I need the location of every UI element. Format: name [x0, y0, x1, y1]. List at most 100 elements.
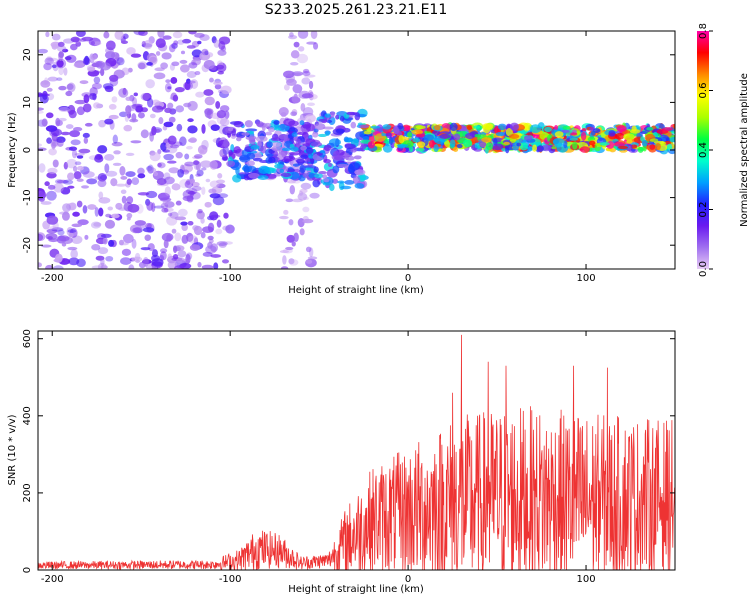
spectrogram-blob: [280, 172, 292, 177]
spectrogram-blob: [97, 145, 108, 154]
spectrogram-blob: [382, 124, 392, 130]
spectrogram-blob: [279, 250, 289, 254]
spectrogram-blob: [292, 84, 303, 94]
spectrogram-blob: [56, 179, 69, 184]
spectrogram-blob: [216, 179, 226, 184]
spectrogram-blob: [290, 61, 299, 66]
spectrogram-blob: [279, 168, 285, 174]
spectrogram-blob: [66, 158, 78, 169]
spectrogram-blob: [353, 155, 362, 160]
spectrogram-blob: [46, 228, 58, 234]
spectrogram-blob: [41, 244, 52, 248]
spectrogram-blob: [114, 31, 124, 40]
spectrogram-blob: [153, 72, 166, 80]
spectrogram-blob: [199, 34, 210, 42]
spectrogram-blob: [109, 74, 119, 82]
spectrogram-blob: [319, 149, 326, 154]
spectrogram-blob: [291, 241, 296, 247]
spectrogram-blob: [91, 62, 100, 68]
spectrogram-blob: [588, 140, 596, 146]
spectrogram-blob: [38, 107, 45, 111]
spectrogram-blob: [167, 253, 172, 261]
spectrogram-blob: [286, 179, 297, 184]
spectrogram-blob: [397, 122, 404, 130]
spectrogram-blob: [289, 184, 296, 195]
spectrogram-blob: [201, 264, 214, 269]
spectrogram-blob: [122, 33, 129, 40]
spectrogram-blob: [222, 225, 231, 231]
spectrogram-blob: [331, 178, 339, 184]
spectrogram-blob: [104, 163, 110, 173]
spectrogram-blob: [297, 192, 308, 201]
spectrogram-blob: [640, 130, 648, 134]
spectrogram-blob: [38, 262, 42, 268]
spectrogram-blob: [363, 130, 372, 135]
spectrogram-blob: [332, 165, 340, 174]
spectrogram-blob: [108, 114, 119, 120]
spectrogram-blob: [219, 118, 230, 127]
spectrogram-blob: [190, 79, 199, 89]
snr-frame: [37, 330, 676, 571]
spectrogram-blob: [70, 36, 80, 43]
spectrogram-blob: [293, 232, 299, 243]
spectrogram-blob: [672, 124, 675, 129]
colorbar: 0.0 0.2 0.4 0.6 0.8 Normalized spectral ampl…: [697, 23, 750, 277]
snr-ytick-label: 200: [22, 483, 33, 502]
spectrogram-blob: [51, 64, 57, 69]
spectrogram-blob: [273, 127, 282, 131]
spectrogram-blob: [51, 140, 56, 150]
spectrogram-blob: [560, 129, 570, 134]
spectrogram-blob: [220, 85, 232, 95]
spectrogram-blob: [358, 124, 370, 129]
spectrogram-blob: [140, 129, 149, 139]
spectrogram-blob: [161, 232, 174, 242]
spectrogram-blob: [189, 244, 201, 251]
spectrogram-blob: [76, 200, 83, 208]
spectrogram-blob: [312, 42, 319, 50]
spectrogram-blob: [44, 77, 49, 85]
spectrogram-blob: [231, 135, 236, 139]
spectrogram-blob: [131, 256, 143, 262]
spectrogram-blob: [90, 41, 96, 46]
spectrogram-blob: [300, 102, 306, 112]
spectrogram-blob: [84, 234, 89, 240]
spectrogram-blob: [43, 62, 52, 71]
spectrogram-blob: [70, 43, 78, 51]
spectrogram-blob: [121, 195, 127, 204]
spectrogram-blob: [69, 130, 81, 138]
spectrogram-blob: [613, 142, 626, 147]
spectrogram-blob: [182, 189, 194, 199]
spectrogram-blob: [86, 178, 98, 185]
spectrogram-blob: [127, 203, 140, 213]
spectrogram-blob: [554, 131, 564, 138]
spectrogram-blob: [197, 145, 208, 155]
spectrogram-blob: [74, 152, 85, 156]
spectrogram-blob: [157, 31, 165, 38]
spectrogram-blob: [83, 94, 90, 104]
spectrogram-blob: [135, 105, 144, 113]
spectrogram-blob: [297, 31, 309, 39]
colorbar-tick-label: 0.4: [698, 142, 709, 158]
spectrogram-ytick-label: -20: [22, 237, 33, 253]
spectrogram-blob: [352, 175, 361, 185]
spectrogram-blob: [186, 145, 193, 150]
spectrogram-blob: [309, 192, 320, 199]
spectrogram-blob: [74, 99, 87, 105]
spectrogram-blob: [76, 106, 85, 116]
spectrogram-blob: [580, 131, 587, 141]
spectrogram-blob: [164, 186, 171, 196]
spectrogram-blob: [149, 113, 156, 119]
spectrogram-blob: [285, 246, 294, 251]
spectrogram-blob: [89, 92, 97, 100]
spectrogram-blob: [126, 212, 133, 219]
spectrogram-blob: [248, 136, 256, 145]
spectrogram-blob: [344, 143, 356, 150]
snr-xtick-label: -200: [41, 574, 64, 585]
colorbar-tick-label: 0.6: [698, 83, 709, 99]
spectrogram-blob: [38, 143, 43, 147]
spectrogram-blob: [185, 253, 191, 264]
spectrogram-blob: [554, 125, 559, 131]
spectrogram-blob: [99, 62, 111, 71]
spectrogram-blob: [194, 32, 205, 38]
